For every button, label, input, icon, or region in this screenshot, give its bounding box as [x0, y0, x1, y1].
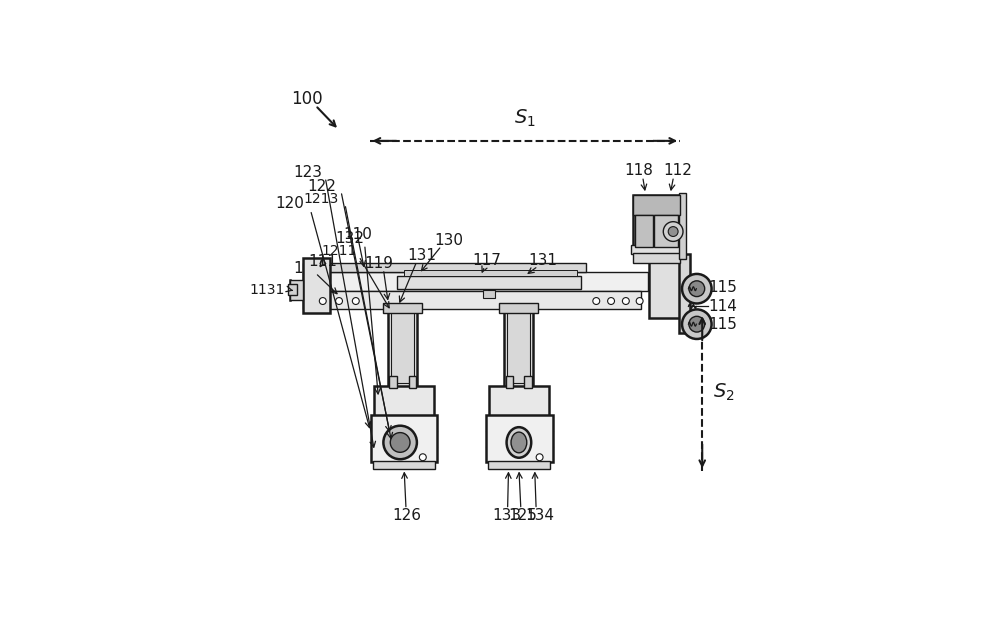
Circle shape: [682, 309, 712, 339]
Text: 130: 130: [434, 233, 463, 248]
Bar: [383, 303, 422, 314]
Circle shape: [383, 426, 417, 460]
Text: $S_2$: $S_2$: [713, 381, 735, 403]
Bar: [303, 262, 586, 273]
Circle shape: [593, 298, 600, 305]
Bar: [303, 273, 648, 291]
Bar: [633, 195, 680, 215]
Text: 121: 121: [294, 262, 322, 276]
Text: 126: 126: [392, 508, 421, 523]
Text: 132: 132: [335, 231, 364, 246]
Text: 115: 115: [709, 280, 738, 295]
Bar: [388, 307, 417, 387]
Circle shape: [689, 281, 705, 296]
Bar: [499, 303, 538, 314]
Bar: [409, 376, 416, 388]
Circle shape: [608, 298, 615, 305]
Bar: [679, 193, 686, 259]
Circle shape: [336, 298, 342, 305]
Bar: [649, 262, 683, 318]
Circle shape: [319, 298, 326, 305]
Text: 114: 114: [709, 299, 738, 314]
Text: 134: 134: [525, 508, 554, 523]
Text: 133: 133: [492, 508, 521, 523]
Text: 123: 123: [293, 165, 322, 180]
Bar: [679, 254, 690, 333]
Text: 122: 122: [307, 179, 336, 194]
Ellipse shape: [507, 427, 531, 458]
Text: 118: 118: [624, 163, 653, 178]
Bar: [506, 376, 513, 388]
Circle shape: [663, 221, 683, 241]
Bar: [290, 280, 303, 300]
Text: 1213: 1213: [304, 192, 339, 206]
Text: 115: 115: [709, 317, 738, 332]
Text: 112: 112: [664, 163, 693, 178]
Bar: [489, 387, 549, 417]
Bar: [391, 310, 414, 383]
Circle shape: [536, 454, 543, 461]
Text: 119: 119: [364, 255, 393, 271]
Bar: [397, 276, 581, 289]
Text: 110: 110: [343, 227, 372, 242]
Bar: [633, 195, 680, 249]
Circle shape: [668, 227, 678, 236]
Text: 111: 111: [308, 254, 337, 269]
Text: 131: 131: [529, 253, 558, 268]
Bar: [374, 387, 434, 417]
Bar: [488, 461, 550, 468]
Bar: [507, 310, 530, 383]
Circle shape: [352, 298, 359, 305]
Bar: [631, 245, 684, 254]
Circle shape: [636, 298, 643, 305]
Bar: [633, 253, 680, 263]
Circle shape: [390, 433, 410, 452]
Text: 120: 120: [275, 196, 304, 211]
Text: 125: 125: [508, 508, 537, 523]
Bar: [486, 415, 553, 462]
Bar: [654, 215, 678, 247]
Text: 1211: 1211: [321, 244, 357, 259]
Bar: [504, 307, 533, 387]
Text: 117: 117: [472, 253, 501, 268]
Ellipse shape: [511, 432, 527, 453]
Text: 131: 131: [407, 248, 436, 262]
Text: $S_1$: $S_1$: [514, 108, 536, 129]
Bar: [404, 271, 577, 276]
Bar: [524, 376, 532, 388]
Bar: [371, 415, 437, 462]
Circle shape: [622, 298, 629, 305]
Bar: [303, 258, 330, 314]
Bar: [303, 291, 641, 309]
Text: 1131: 1131: [249, 283, 285, 297]
Bar: [389, 376, 397, 388]
Bar: [373, 461, 435, 468]
Circle shape: [682, 274, 712, 303]
Circle shape: [419, 454, 426, 461]
Bar: [635, 215, 653, 247]
Circle shape: [689, 316, 705, 332]
Text: 100: 100: [291, 90, 322, 108]
Bar: [483, 290, 495, 298]
Bar: [288, 284, 297, 294]
